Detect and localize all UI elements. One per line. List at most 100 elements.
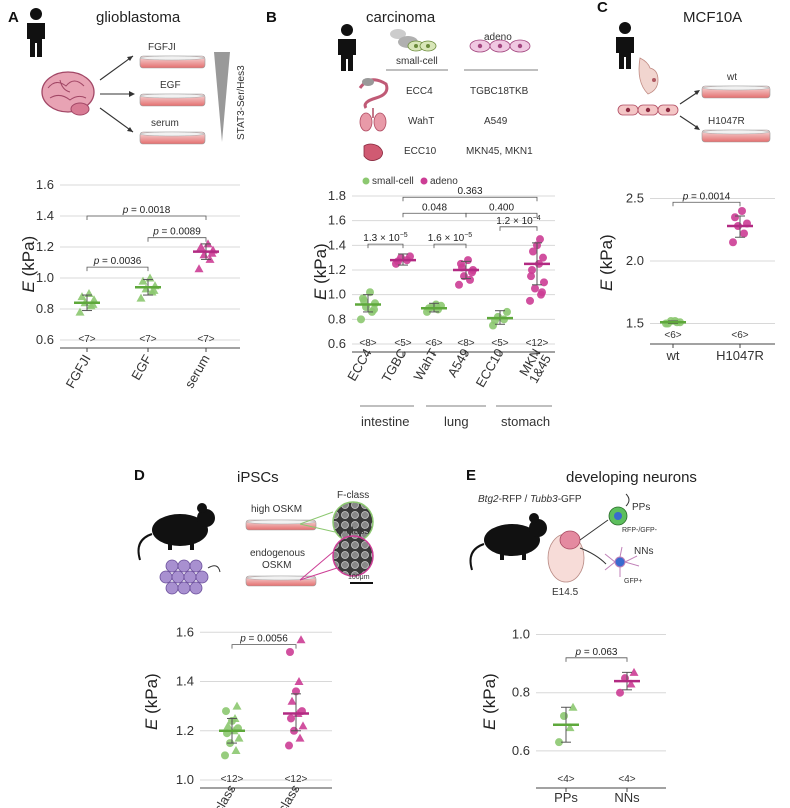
ipsc-colony-icon <box>159 559 209 595</box>
data-point <box>616 688 624 697</box>
data-point <box>285 741 293 750</box>
sample-count: <12> <box>285 774 308 785</box>
embryo-icon <box>547 530 585 583</box>
legend-dot-adeno <box>420 177 428 185</box>
x-tick-label: FGFJI <box>63 352 94 391</box>
sample-count: <8> <box>457 338 474 349</box>
panel-e-illustration: Btg2-RFP / Tubb3-GFP E14.5 PPs RFP-/GFP-… <box>469 493 658 598</box>
data-point <box>536 235 544 244</box>
data-point <box>223 721 233 730</box>
data-point <box>629 667 639 676</box>
data-point <box>231 745 241 754</box>
p-value-label: p = 0.063 <box>575 647 618 658</box>
data-point <box>503 307 511 316</box>
significance-bracket <box>499 226 538 231</box>
y-tick-label: 0.6 <box>36 332 54 347</box>
data-point <box>555 738 563 747</box>
label-pps: PPs <box>632 502 650 513</box>
data-point <box>527 272 535 281</box>
data-point <box>84 289 94 297</box>
data-point <box>539 253 547 262</box>
panel-title-a: glioblastoma <box>96 9 181 26</box>
panel-b-illustration: small-cell adeno ECC4 TGBC18TKB WahT A54… <box>338 24 552 429</box>
p-value-label: p = 0.0036 <box>93 256 142 267</box>
sample-count: <7> <box>197 334 214 345</box>
mouse-icon <box>137 503 215 561</box>
sample-count: <7> <box>78 334 95 345</box>
data-point <box>526 296 534 305</box>
data-point <box>729 238 737 247</box>
legend-small-cell: small-cell <box>372 176 414 187</box>
sample-count: <8> <box>359 338 376 349</box>
y-axis-label: E (kPa) <box>480 673 499 730</box>
panel-title-b: carcinoma <box>366 9 436 26</box>
label-endogenous: endogenous <box>250 548 305 559</box>
panel-label-b: B <box>266 9 277 26</box>
y-axis-label: E (kPa) <box>597 234 616 291</box>
small-cell-icon <box>390 29 437 52</box>
dish-serum <box>139 131 206 145</box>
significance-bracket <box>402 196 538 202</box>
significance-bracket <box>86 266 149 272</box>
chart-b: 0.60.81.01.21.41.61.8E (kPa)ECC4<8>TGBC<… <box>311 186 555 390</box>
chart-e: 0.6 0.8 1.0 E (kPa) PPs <4> NNs <4> p = 0.063 <box>480 627 666 805</box>
y-tick-label: 1.2 <box>176 723 194 738</box>
c-class-micrograph <box>332 535 374 577</box>
panel-label-d: D <box>134 467 145 484</box>
epithelial-cells-icon <box>617 104 679 116</box>
data-point <box>234 733 244 742</box>
condition-label-wt: wt <box>726 72 737 83</box>
y-tick-label: 1.6 <box>36 177 54 192</box>
y-tick-label: 1.6 <box>328 213 346 228</box>
data-point <box>286 648 294 656</box>
col-header-adeno: adeno <box>484 32 512 43</box>
data-point <box>294 677 304 686</box>
data-point <box>466 275 474 284</box>
y-tick-label: 1.2 <box>36 239 54 254</box>
data-point <box>149 285 159 294</box>
significance-bracket <box>147 237 207 242</box>
data-point <box>455 280 463 289</box>
significance-bracket <box>231 644 297 649</box>
data-point <box>296 635 306 644</box>
y-tick-label: 1.6 <box>176 624 194 639</box>
data-point <box>232 701 242 710</box>
sample-count: <7> <box>139 334 156 345</box>
sample-count: <6> <box>731 330 748 341</box>
significance-bracket <box>367 243 404 249</box>
data-point <box>298 721 308 730</box>
chart-a: 0.6 0.8 1.0 1.2 1.4 1.6 E (kPa) FGFJI <7> EGF <7> s… <box>19 177 240 391</box>
data-point <box>287 714 295 723</box>
intestine-icon <box>358 78 389 109</box>
cell-line-waht: WahT <box>408 116 434 127</box>
label-high-oskm: high OSKM <box>251 504 302 515</box>
y-tick-label: 0.6 <box>328 336 346 351</box>
p-value-label: p = 0.0089 <box>152 227 201 238</box>
significance-bracket <box>86 215 207 220</box>
stomach-icon <box>363 143 383 161</box>
y-tick-label: 1.4 <box>176 674 194 689</box>
p-value-label: p = 0.0056 <box>239 634 288 645</box>
adeno-icon <box>469 39 531 53</box>
p-value-label: 1.6 × 10−5 <box>428 232 473 244</box>
y-tick-label: 1.4 <box>36 208 54 223</box>
condition-label-egf: EGF <box>160 80 181 91</box>
significance-bracket <box>672 201 741 207</box>
label-oskm: OSKM <box>262 560 291 571</box>
brain-icon <box>41 71 95 116</box>
tissue-label-intestine: intestine <box>361 414 409 429</box>
data-point <box>360 296 368 305</box>
x-tick-label: EGF <box>128 352 154 383</box>
y-axis-label: E (kPa) <box>311 243 330 300</box>
y-tick-label: 1.8 <box>328 188 346 203</box>
data-point <box>196 242 206 251</box>
data-point <box>626 679 636 688</box>
y-tick-label: 0.6 <box>512 743 530 758</box>
significance-bracket <box>433 243 467 249</box>
y-tick-label: 2.0 <box>626 253 644 268</box>
y-tick-label: 1.0 <box>36 270 54 285</box>
y-tick-label: 2.5 <box>626 191 644 206</box>
sample-count: <6> <box>425 338 442 349</box>
gradient-label: STAT3-Ser/Hes3 <box>236 65 247 140</box>
